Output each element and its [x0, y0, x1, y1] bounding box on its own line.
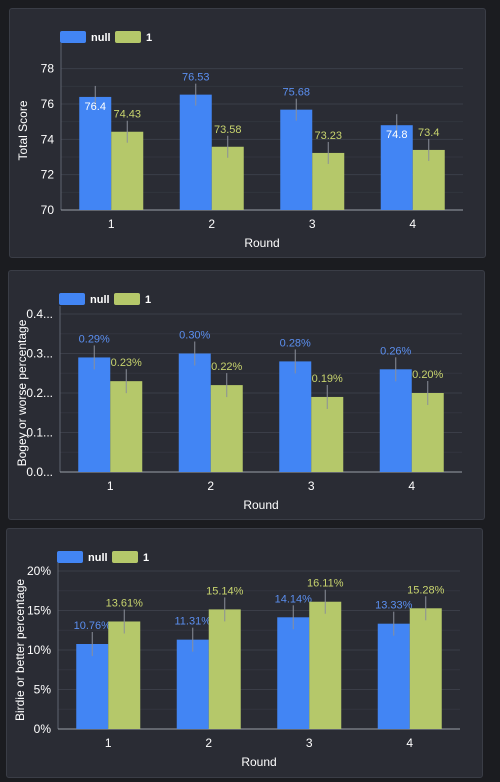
y-tick-label: 78 [41, 62, 55, 76]
legend-swatch-null [59, 293, 85, 305]
bar-null [79, 96, 112, 210]
bar-null [379, 369, 412, 472]
bar-null [277, 617, 310, 729]
data-label: 73.58 [214, 124, 242, 136]
chart-birdie: 0% 5% 10% 15% 20% 10.76% 13.61% 1 11.31% 15.14% 2 1… [13, 551, 460, 769]
data-label: 0.20% [412, 369, 443, 381]
bar-one [208, 609, 241, 729]
data-label: 0.26% [380, 345, 411, 357]
chart-total-score: 70 72 74 76 78 76.4 74.43 1 76.53 73.58 2 75.68 73.2… [16, 31, 463, 250]
data-label: 0.28% [280, 337, 311, 349]
bar-null [279, 361, 312, 472]
legend-swatch-null [57, 551, 83, 563]
bar-null [280, 109, 313, 210]
legend-label: 1 [146, 32, 152, 44]
chart-panel-total-score: 70 72 74 76 78 76.4 74.43 1 76.53 73.58 2 75.68 73.2… [9, 8, 486, 258]
y-axis-title: Total Score [16, 100, 30, 160]
x-tick-label: 2 [207, 479, 214, 493]
y-tick-label: 0.3... [26, 347, 53, 361]
bar-one [108, 621, 141, 729]
data-label: 76.4 [85, 101, 106, 113]
y-tick-label: 10% [27, 643, 51, 657]
y-tick-label: 0.1... [26, 426, 53, 440]
x-tick-label: 4 [409, 217, 416, 231]
data-label: 76.53 [182, 72, 210, 84]
data-label: 13.33% [375, 600, 413, 612]
bar-null [380, 125, 413, 210]
bar-one [311, 396, 344, 472]
chart-bogey: 0.0... 0.1... 0.2... 0.3... 0.4... 0.29%0.23%… [15, 293, 462, 512]
y-axis-title: Birdie or better percentage [13, 579, 27, 721]
x-tick-label: 3 [308, 479, 315, 493]
data-label: 0.22% [211, 361, 242, 373]
bar-null [179, 94, 212, 210]
y-tick-label: 0.0... [26, 465, 53, 479]
bar-null [78, 357, 111, 472]
data-label: 0.23% [111, 357, 142, 369]
chart-panel-birdie: 0% 5% 10% 15% 20% 10.76% 13.61% 1 11.31% 15.14% 2 1… [6, 528, 483, 778]
data-label: 74.43 [113, 109, 141, 121]
y-tick-label: 74 [41, 132, 55, 146]
bar-one [409, 608, 442, 729]
legend-swatch-one [112, 551, 138, 563]
y-tick-label: 70 [41, 203, 55, 217]
y-tick-label: 20% [27, 564, 51, 578]
data-label: 0.19% [312, 373, 343, 385]
legend-label: null [88, 552, 108, 564]
legend-swatch-null [60, 31, 86, 43]
x-tick-label: 2 [205, 736, 212, 750]
bar-null [377, 623, 410, 729]
y-tick-label: 15% [27, 604, 51, 618]
data-label: 74.8 [386, 129, 407, 141]
legend-swatch-one [114, 293, 140, 305]
x-axis-title: Round [241, 755, 276, 769]
data-label: 73.23 [314, 130, 342, 142]
y-tick-label: 5% [34, 683, 52, 697]
x-tick-label: 1 [108, 217, 115, 231]
x-tick-label: 3 [309, 217, 316, 231]
y-axis-title: Bogey or worse percentage [15, 319, 29, 466]
legend-label: 1 [143, 552, 149, 564]
data-label: 11.31% [175, 616, 212, 628]
bar-one [111, 131, 144, 210]
data-label: 0.29% [79, 333, 110, 345]
data-label: 75.68 [282, 87, 310, 99]
data-label: 73.4 [418, 127, 439, 139]
y-tick-label: 76 [41, 97, 55, 111]
x-tick-label: 1 [107, 479, 114, 493]
data-label: 13.61% [106, 597, 144, 609]
x-tick-label: 4 [408, 479, 415, 493]
x-tick-label: 2 [208, 217, 215, 231]
y-tick-label: 0.2... [26, 386, 53, 400]
legend-label: null [90, 294, 110, 306]
data-label: 10.76% [74, 620, 112, 632]
bar-one [110, 381, 143, 472]
data-label: 15.14% [206, 585, 244, 597]
bar-null [76, 643, 109, 729]
x-tick-label: 3 [306, 736, 313, 750]
bar-null [178, 353, 211, 472]
bar-one [309, 601, 342, 729]
legend-label: null [91, 32, 111, 44]
x-tick-label: 1 [105, 736, 112, 750]
chart-panel-bogey: 0.0... 0.1... 0.2... 0.3... 0.4... 0.29% 0.23%… [8, 270, 485, 520]
y-tick-label: 72 [41, 168, 55, 182]
x-tick-label: 4 [406, 736, 413, 750]
data-label: 15.28% [407, 584, 445, 596]
legend-label: 1 [145, 294, 151, 306]
x-axis-title: Round [243, 498, 278, 512]
bar-null [176, 639, 209, 729]
data-label: 16.11% [307, 578, 344, 590]
bar-one [210, 385, 243, 472]
legend-swatch-one [115, 31, 141, 43]
y-tick-label: 0% [34, 722, 52, 736]
data-label: 14.14% [275, 593, 313, 605]
y-tick-label: 0.4... [26, 307, 53, 321]
bar-one [411, 393, 444, 472]
x-axis-title: Round [244, 236, 279, 250]
data-label: 0.30% [179, 330, 210, 342]
